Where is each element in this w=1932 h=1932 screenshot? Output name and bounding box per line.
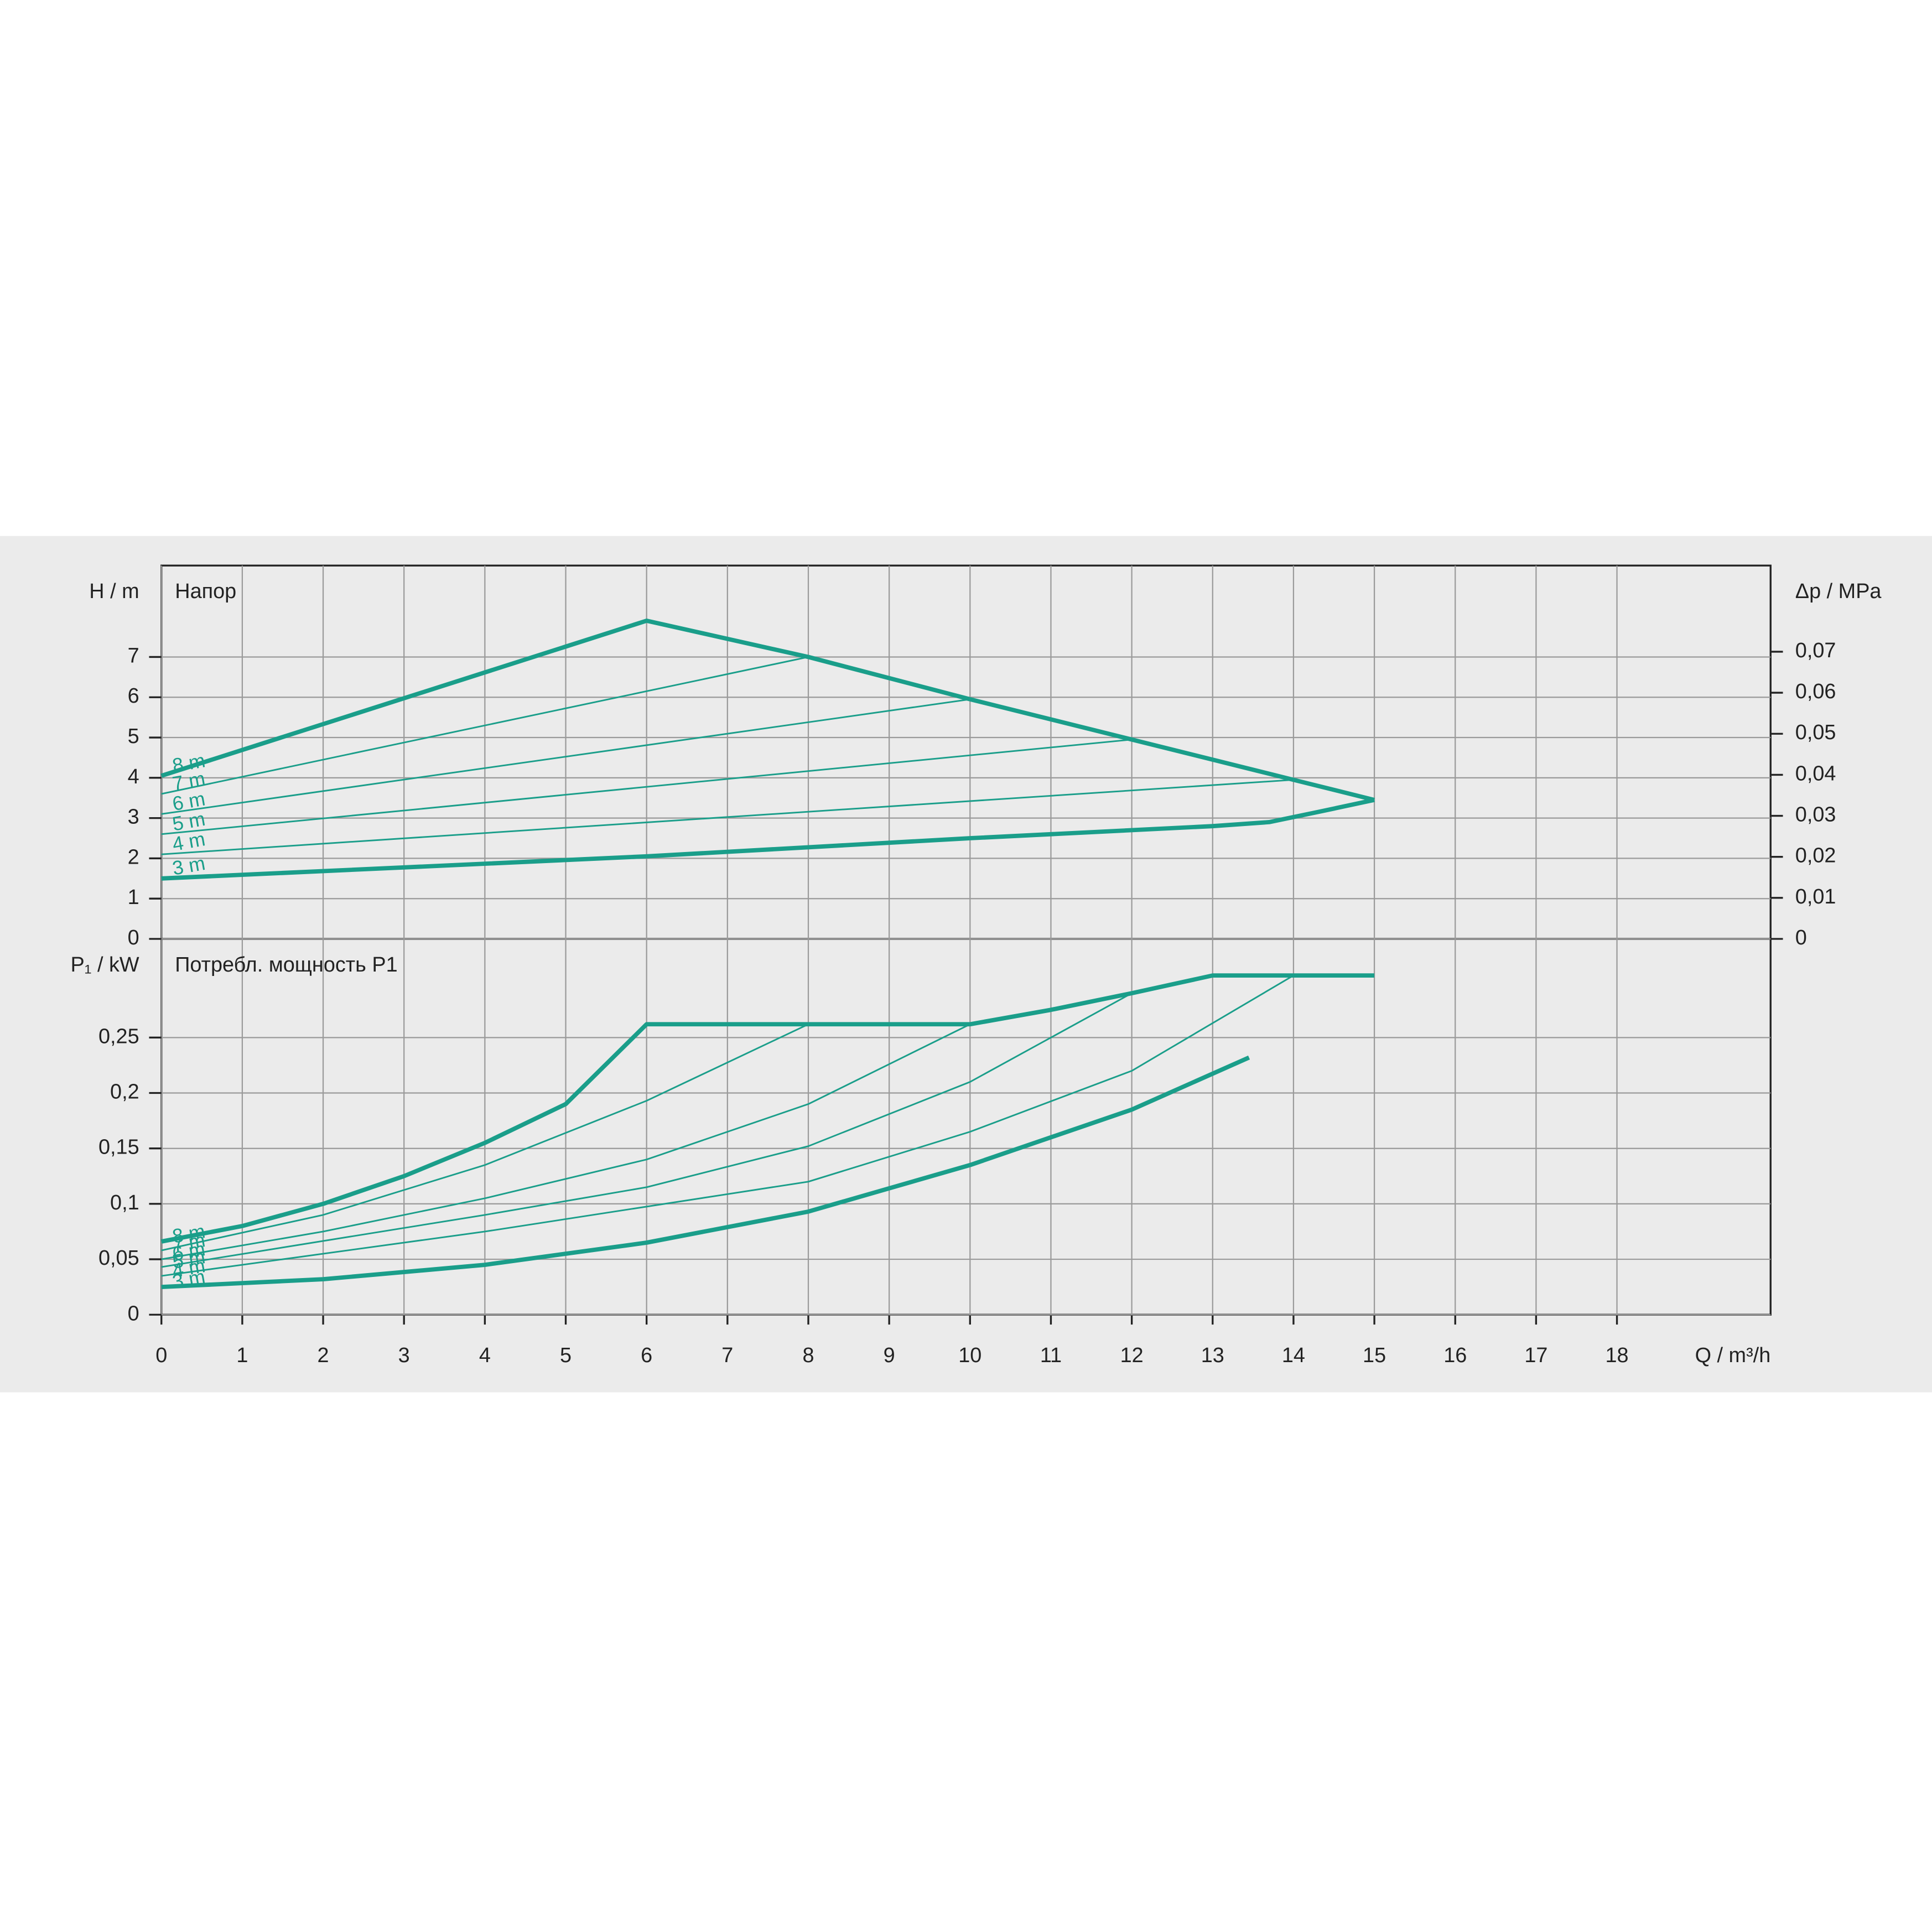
x-tick-label: 13 [1201, 1344, 1224, 1367]
curve [161, 698, 970, 815]
y2-tick-label: 0 [1795, 926, 1807, 949]
y2-tick-label: 0,02 [1795, 844, 1836, 868]
y-tick-label: 7 [128, 644, 139, 667]
curve [161, 973, 1375, 1244]
y2-tick-label: 0,01 [1795, 885, 1836, 908]
y2-tick-label: 0,07 [1795, 639, 1836, 662]
x-tick-label: 14 [1282, 1344, 1305, 1367]
y-tick-label: 5 [128, 725, 139, 748]
curve [161, 779, 1294, 855]
y-tick-label: 1 [128, 886, 139, 909]
curve [161, 798, 1375, 881]
y-tick-label: 0,25 [98, 1025, 139, 1048]
y2-tick-label: 0,03 [1795, 803, 1836, 827]
x-tick-label: 15 [1363, 1344, 1386, 1367]
y2-tick-label: 0,06 [1795, 680, 1836, 703]
curve [161, 1023, 809, 1251]
x-tick-label: 16 [1443, 1344, 1467, 1367]
x-tick-label: 1 [236, 1344, 248, 1367]
y-tick-label: 0 [128, 926, 139, 949]
chart-title: Потребл. мощность P1 [175, 953, 397, 977]
x-tick-label: 4 [479, 1344, 491, 1367]
y-tick-label: 0,1 [110, 1191, 139, 1214]
x-tick-label: 7 [721, 1344, 733, 1367]
curve [161, 739, 1132, 835]
x-tick-label: 6 [641, 1344, 652, 1367]
y-tick-label: 6 [128, 684, 139, 708]
curve [161, 974, 1294, 1277]
x-axis-title: Q / m³/h [1695, 1344, 1771, 1367]
x-tick-label: 8 [802, 1344, 814, 1367]
x-tick-label: 3 [398, 1344, 410, 1367]
y-axis-title: H / m [89, 580, 139, 603]
plot-frame [160, 564, 1772, 1316]
curve [161, 656, 809, 795]
x-tick-label: 5 [560, 1344, 572, 1367]
y-tick-label: 2 [128, 845, 139, 869]
curve [161, 1055, 1250, 1290]
x-tick-label: 11 [1040, 1344, 1062, 1367]
x-tick-label: 2 [318, 1344, 329, 1367]
y2-tick-label: 0,04 [1795, 762, 1836, 785]
x-tick-label: 12 [1120, 1344, 1144, 1367]
y-tick-label: 0,15 [98, 1136, 139, 1159]
y-tick-label: 0,2 [110, 1081, 139, 1104]
y2-tick-label: 0,05 [1795, 721, 1836, 744]
x-tick-label: 0 [155, 1344, 167, 1367]
curve [161, 1023, 970, 1260]
y-tick-label: 3 [128, 806, 139, 829]
x-tick-label: 10 [958, 1344, 981, 1367]
y-axis-title: P₁ / kW [70, 953, 139, 977]
chart-title: Напор [175, 580, 236, 603]
x-tick-label: 18 [1606, 1344, 1629, 1367]
y-tick-label: 0 [128, 1302, 139, 1325]
y2-axis-title: Δp / MPa [1795, 580, 1882, 603]
y-tick-label: 0,05 [98, 1247, 139, 1270]
x-tick-label: 17 [1524, 1344, 1547, 1367]
y-tick-label: 4 [128, 765, 139, 788]
x-tick-label: 9 [884, 1344, 895, 1367]
curve [161, 992, 1133, 1268]
